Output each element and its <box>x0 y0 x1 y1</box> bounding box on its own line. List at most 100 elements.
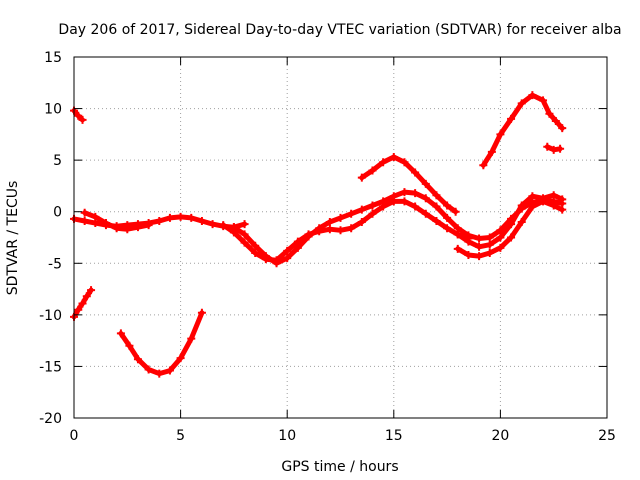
series-arc-5 <box>80 208 153 234</box>
data-point <box>187 334 196 343</box>
data-point <box>453 244 462 253</box>
data-point <box>507 233 516 242</box>
data-point <box>496 130 505 139</box>
axis-ticks: 0 5 10 15 20 25 -20 -15 -10 -5 0 5 10 15 <box>39 50 616 444</box>
data-point <box>229 228 238 237</box>
data-point <box>517 201 526 210</box>
data-point <box>543 142 552 151</box>
data-point <box>82 292 91 301</box>
x-axis-label: GPS time / hours <box>281 459 398 475</box>
chart-title: Day 206 of 2017, Sidereal Day-to-day VTE… <box>58 22 621 38</box>
data-point <box>155 216 164 225</box>
data-point <box>453 230 462 239</box>
data-point <box>336 226 345 235</box>
data-point <box>443 201 452 210</box>
data-point <box>240 238 249 247</box>
data-point <box>197 216 206 225</box>
data-point <box>368 166 377 175</box>
data-point <box>315 227 324 236</box>
y-tick-label: -5 <box>48 256 62 272</box>
y-tick-label: 15 <box>44 50 62 66</box>
data-point <box>558 205 567 214</box>
data-point <box>556 144 565 153</box>
data-point <box>389 197 398 206</box>
grid-lines <box>74 57 607 418</box>
x-tick-label: 5 <box>176 428 185 444</box>
data-point <box>479 161 488 170</box>
data-point <box>80 216 89 225</box>
series-arc-1 <box>70 106 87 124</box>
data-point <box>517 99 526 108</box>
y-tick-label: -10 <box>39 308 62 324</box>
data-point <box>411 189 420 198</box>
data-point <box>125 341 134 350</box>
data-point <box>379 158 388 167</box>
data-point <box>411 202 420 211</box>
series-arc-11 <box>543 142 565 154</box>
data-point <box>549 191 558 200</box>
data-point <box>347 209 356 218</box>
data-point <box>485 233 494 242</box>
data-point <box>549 145 558 154</box>
data-point <box>116 329 125 338</box>
data-point <box>80 208 89 217</box>
data-series <box>70 91 567 378</box>
data-point <box>74 111 83 120</box>
data-point <box>545 109 554 118</box>
data-point <box>432 191 441 200</box>
y-tick-label: 10 <box>44 102 62 118</box>
series-line <box>480 92 565 168</box>
data-point <box>421 194 430 203</box>
data-point <box>87 286 96 295</box>
data-point <box>283 254 292 263</box>
data-point <box>133 223 142 232</box>
x-tick-label: 0 <box>70 428 79 444</box>
data-point <box>133 355 142 364</box>
data-point <box>112 224 121 233</box>
data-point <box>197 308 206 317</box>
data-point <box>293 237 302 246</box>
x-tick-label: 25 <box>598 428 616 444</box>
data-point <box>78 115 87 124</box>
series-line <box>118 310 205 377</box>
data-point <box>144 365 153 374</box>
data-point <box>528 202 537 211</box>
data-point <box>451 207 460 216</box>
data-point <box>165 213 174 222</box>
data-point <box>357 205 366 214</box>
data-point <box>208 220 217 229</box>
y-tick-label: 5 <box>53 153 62 169</box>
data-point <box>432 216 441 225</box>
data-point <box>123 225 132 234</box>
data-point <box>475 242 484 251</box>
data-point <box>475 234 484 243</box>
data-point <box>74 305 83 314</box>
y-tick-label: 0 <box>53 205 62 221</box>
data-point <box>549 201 558 210</box>
data-point <box>155 369 164 378</box>
data-point <box>496 243 505 252</box>
data-point <box>485 240 494 249</box>
data-point <box>357 218 366 227</box>
data-point <box>464 251 473 260</box>
series-arc-12 <box>453 191 567 251</box>
data-point <box>539 194 548 203</box>
y-tick-label: -15 <box>39 359 62 375</box>
data-point <box>507 220 516 229</box>
data-point <box>283 246 292 255</box>
x-tick-label: 20 <box>491 428 509 444</box>
data-point <box>539 96 548 105</box>
data-point <box>261 255 270 264</box>
data-point <box>368 201 377 210</box>
data-point <box>101 219 110 228</box>
data-point <box>347 224 356 233</box>
data-point <box>400 158 409 167</box>
data-point <box>517 218 526 227</box>
data-point <box>325 218 334 227</box>
series-arc-8 <box>357 153 460 216</box>
data-point <box>389 153 398 162</box>
data-point <box>507 114 516 123</box>
data-point <box>443 224 452 233</box>
data-point <box>528 91 537 100</box>
